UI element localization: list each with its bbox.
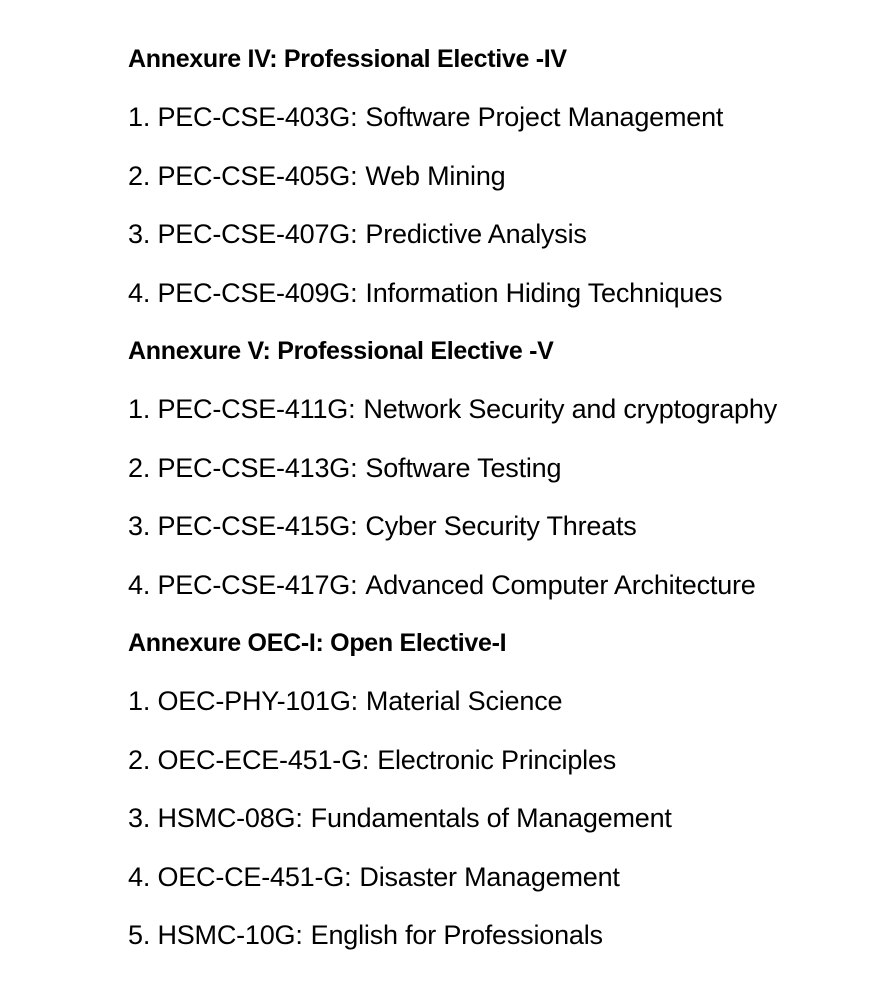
item-number: 2. <box>128 452 151 483</box>
item-number: 3. <box>128 219 151 249</box>
list-item: 3. PEC-CSE-407G: Predictive Analysis <box>128 219 868 278</box>
item-number: 1. <box>128 102 151 132</box>
item-number: 2. <box>128 160 151 191</box>
list-item: 2. PEC-CSE-413G: Software Testing <box>128 453 868 512</box>
course-code: PEC-CSE-403G: <box>157 102 358 132</box>
list-item: 1. OEC-PHY-101G: Material Science <box>128 686 868 745</box>
course-name: Information Hiding Techniques <box>365 277 723 308</box>
list-item: 5. HSMC-10G: English for Professionals <box>128 920 868 979</box>
course-name: Material Science <box>365 686 563 716</box>
course-code: PEC-CSE-405G: <box>157 160 358 191</box>
list-item: 2. PEC-CSE-405G: Web Mining <box>128 161 868 220</box>
course-code: PEC-CSE-415G: <box>157 511 358 541</box>
course-code: HSMC-10G: <box>157 920 303 950</box>
list-item: 4. PEC-CSE-409G: Information Hiding Techn… <box>128 278 868 337</box>
course-code: OEC-ECE-451-G: <box>157 744 370 775</box>
list-item: 2. OEC-ECE-451-G: Electronic Principles <box>128 745 868 804</box>
course-code: PEC-CSE-413G: <box>157 452 358 483</box>
list-item: 3. PEC-CSE-415G: Cyber Security Threats <box>128 511 868 570</box>
item-number: 1. <box>128 686 151 716</box>
course-name: Software Project Management <box>365 102 724 132</box>
list-item: 4. OEC-CE-451-G: Disaster Management <box>128 862 868 921</box>
list-item: 1. PEC-CSE-411G: Network Security and cry… <box>128 394 868 453</box>
document-page: Annexure IV: Professional Elective -IV 1… <box>128 44 868 979</box>
item-number: 1. <box>128 394 151 424</box>
course-name: Disaster Management <box>359 861 620 892</box>
course-code: PEC-CSE-411G: <box>157 394 356 424</box>
item-number: 4. <box>128 861 151 892</box>
item-number: 3. <box>128 803 151 833</box>
course-name: Fundamentals of Management <box>310 803 672 833</box>
course-code: OEC-CE-451-G: <box>157 861 352 892</box>
list-item: 3. HSMC-08G: Fundamentals of Management <box>128 803 868 862</box>
section-heading-professional-elective-v: Annexure V: Professional Elective -V <box>128 337 554 365</box>
course-code: HSMC-08G: <box>157 803 303 833</box>
course-name: Predictive Analysis <box>365 219 587 249</box>
course-name: Network Security and cryptography <box>363 394 777 424</box>
section-heading-open-elective-i: Annexure OEC-I: Open Elective-I <box>128 629 507 657</box>
course-code: PEC-CSE-407G: <box>157 219 358 249</box>
item-number: 4. <box>128 277 151 308</box>
course-name: Software Testing <box>365 452 562 483</box>
course-code: PEC-CSE-417G: <box>157 569 358 600</box>
course-name: Electronic Principles <box>377 744 617 775</box>
item-number: 4. <box>128 569 151 600</box>
item-number: 3. <box>128 511 151 541</box>
course-name: English for Professionals <box>310 920 603 950</box>
item-number: 5. <box>128 920 151 950</box>
course-code: PEC-CSE-409G: <box>157 277 358 308</box>
course-name: Cyber Security Threats <box>365 511 637 541</box>
list-item: 1. PEC-CSE-403G: Software Project Managem… <box>128 102 868 161</box>
course-code: OEC-PHY-101G: <box>157 686 358 716</box>
section-heading-professional-elective-iv: Annexure IV: Professional Elective -IV <box>128 45 567 73</box>
course-name: Advanced Computer Architecture <box>365 569 756 600</box>
course-name: Web Mining <box>365 160 506 191</box>
list-item: 4. PEC-CSE-417G: Advanced Computer Archit… <box>128 570 868 629</box>
item-number: 2. <box>128 744 151 775</box>
